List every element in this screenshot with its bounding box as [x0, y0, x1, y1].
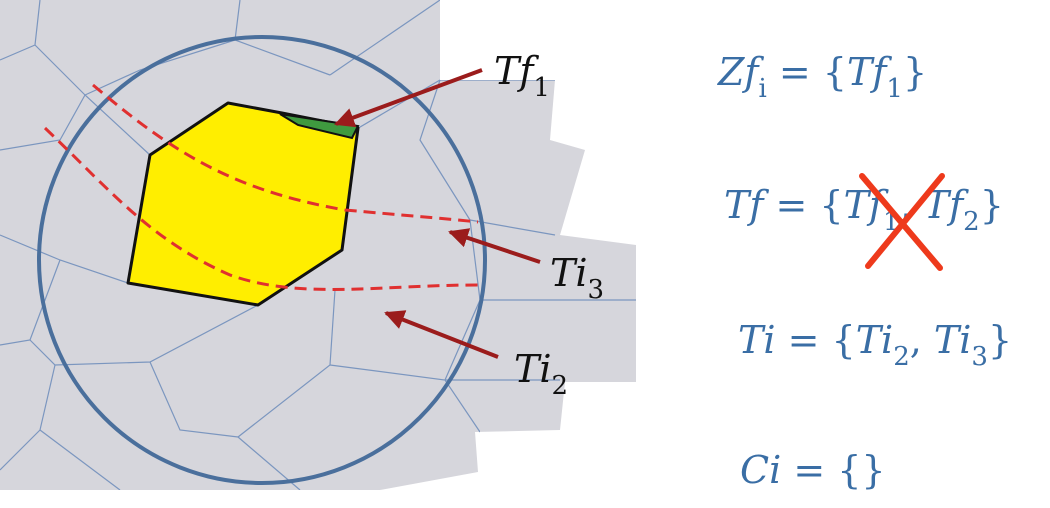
label-tf1: Tf1 [494, 49, 550, 103]
cross-out-mark [859, 173, 945, 271]
arrow-ti3 [448, 228, 541, 264]
mesh-edge [29, 304, 259, 366]
mesh-edge [149, 361, 239, 438]
label-ti2: Ti2 [514, 347, 568, 401]
mesh-edge [0, 94, 86, 151]
arrow-ti2 [384, 310, 499, 359]
equation-ti: Ti = {Ti2, Ti3} [738, 318, 1012, 372]
equation-zf: Zfi = {Tf1} [717, 50, 927, 104]
equation-tf: Tf = {Tf1, Tf2} [724, 183, 1004, 237]
equation-ci: Ci = {} [740, 448, 886, 492]
frontier-face [279, 113, 360, 140]
mesh-edge [354, 79, 441, 131]
mesh-edge [329, 0, 441, 76]
dashed-path-upper [92, 83, 479, 224]
mesh-edge [84, 39, 236, 96]
label-ti3: Ti3 [550, 251, 604, 305]
mesh-edge [39, 429, 121, 490]
arrow-tf1 [334, 68, 483, 128]
dashed-path-lower [43, 126, 479, 291]
mesh-edge [469, 219, 556, 236]
mesh-edge [419, 79, 471, 221]
circumcircle [37, 35, 487, 485]
